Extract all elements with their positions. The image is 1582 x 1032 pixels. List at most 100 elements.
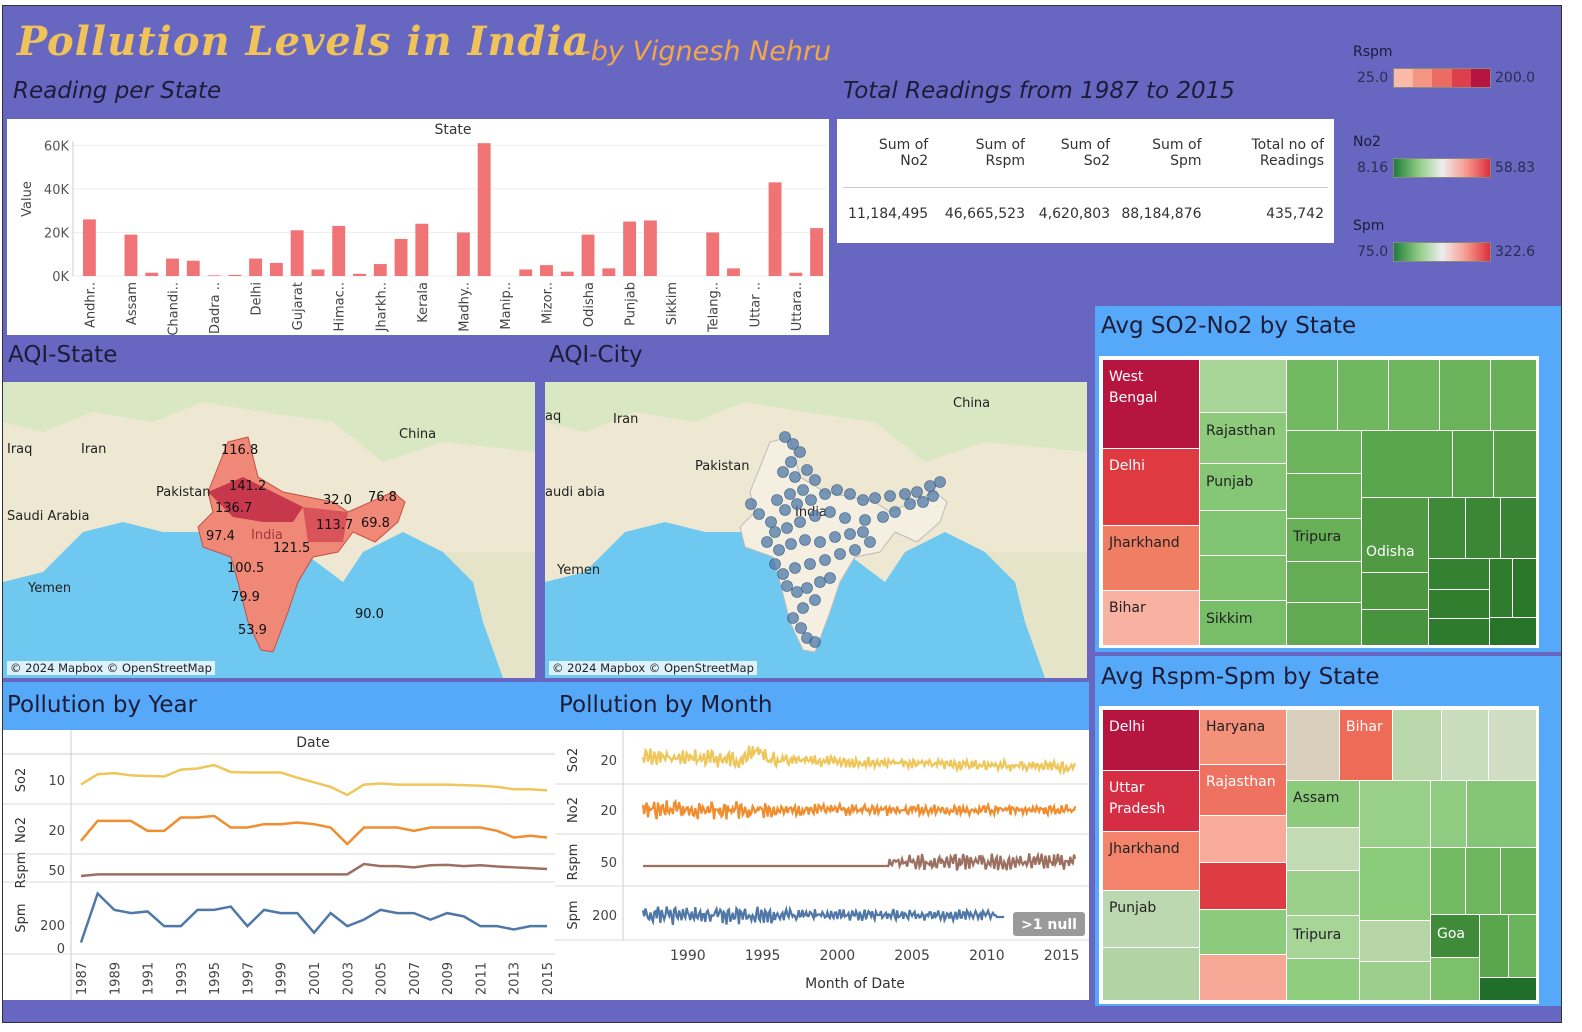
treemap-cell-delhi[interactable]: Delhi bbox=[1103, 449, 1199, 525]
treemap-cell[interactable] bbox=[1494, 431, 1536, 497]
treemap-cell-punjab[interactable]: Punjab bbox=[1103, 891, 1199, 947]
city-point bbox=[799, 534, 811, 546]
treemap-cell[interactable] bbox=[1362, 573, 1428, 609]
treemap-cell-tripura[interactable]: Tripura bbox=[1287, 916, 1359, 958]
treemap-cell[interactable] bbox=[1489, 710, 1536, 780]
series-axis-label: Spm bbox=[566, 900, 581, 929]
treemap-cell[interactable] bbox=[1440, 360, 1490, 430]
treemap-cell[interactable] bbox=[1287, 562, 1361, 602]
treemap-cell-punjab[interactable]: Punjab bbox=[1200, 464, 1286, 510]
treemap-cell[interactable] bbox=[1509, 915, 1536, 977]
treemap-label-punjab: Punjab bbox=[1206, 474, 1254, 490]
treemap-cell[interactable] bbox=[1103, 948, 1199, 1000]
treemap-cell[interactable] bbox=[1431, 781, 1466, 847]
series-line bbox=[80, 814, 548, 846]
treemap-cell[interactable] bbox=[1287, 603, 1361, 645]
treemap-cell[interactable] bbox=[1429, 498, 1465, 558]
bar bbox=[706, 232, 720, 276]
treemap-cell[interactable] bbox=[1490, 618, 1536, 645]
null-indicator-text: >1 null bbox=[1021, 917, 1077, 933]
treemap-cell[interactable] bbox=[1431, 958, 1479, 1000]
treemap-cell-haryana[interactable]: Haryana bbox=[1200, 710, 1286, 764]
legend-spm-title: Spm bbox=[1353, 218, 1385, 234]
aqi-state-heading: AQI-State bbox=[8, 342, 118, 368]
treemap-cell[interactable] bbox=[1360, 962, 1430, 1000]
treemap-cell-bihar[interactable]: Bihar bbox=[1340, 710, 1392, 780]
treemap-cell[interactable] bbox=[1200, 556, 1286, 600]
treemap-cell[interactable] bbox=[1362, 431, 1452, 497]
southeast-asia-land bbox=[985, 552, 1087, 678]
treemap-cell[interactable] bbox=[1200, 910, 1286, 954]
state-value-12: 90.0 bbox=[355, 607, 384, 622]
treemap-cell-tripura[interactable]: Tripura bbox=[1287, 519, 1361, 561]
treemap-cell[interactable] bbox=[1360, 921, 1430, 961]
bar bbox=[727, 268, 740, 276]
treemap-cell[interactable] bbox=[1200, 816, 1286, 862]
kpi-table-panel: Sum of No2 Sum of Rspm Sum of So2 Sum of… bbox=[837, 119, 1334, 243]
dashboard-title: Pollution Levels in India bbox=[17, 18, 590, 65]
city-point bbox=[824, 506, 836, 518]
treemap-cell[interactable] bbox=[1466, 498, 1500, 558]
city-point bbox=[917, 496, 929, 508]
treemap-cell[interactable] bbox=[1287, 710, 1339, 780]
treemap-cell[interactable] bbox=[1360, 848, 1430, 920]
treemap-cell-goa[interactable]: Goa bbox=[1431, 915, 1479, 957]
southeast-asia-land bbox=[443, 552, 535, 678]
treemap-cell[interactable] bbox=[1480, 915, 1508, 977]
treemap-cell[interactable] bbox=[1393, 710, 1441, 780]
treemap-cell-odisha[interactable]: Odisha bbox=[1362, 498, 1428, 572]
treemap-cell[interactable] bbox=[1431, 848, 1465, 914]
treemap-cell[interactable] bbox=[1453, 431, 1493, 497]
bar bbox=[311, 269, 325, 276]
treemap-cell[interactable] bbox=[1513, 559, 1536, 617]
kpi-value-total: 435,742 bbox=[1266, 205, 1324, 222]
treemap-cell[interactable] bbox=[1287, 360, 1337, 430]
city-point bbox=[791, 586, 803, 598]
treemap-cell-bihar[interactable]: Bihar bbox=[1103, 591, 1199, 645]
treemap-cell[interactable] bbox=[1429, 619, 1489, 645]
treemap-cell[interactable] bbox=[1200, 511, 1286, 555]
treemap-cell[interactable] bbox=[1501, 848, 1536, 914]
treemap-label-assam: Assam bbox=[1293, 790, 1340, 806]
treemap-cell[interactable] bbox=[1200, 863, 1286, 909]
treemap-cell[interactable] bbox=[1467, 781, 1536, 847]
treemap-cell-rajasthan[interactable]: Rajasthan bbox=[1200, 413, 1286, 463]
treemap-cell[interactable] bbox=[1490, 559, 1512, 617]
treemap-cell[interactable] bbox=[1466, 848, 1500, 914]
treemap-cell-assam[interactable]: Assam bbox=[1287, 781, 1359, 827]
aqi-state-map[interactable]: Iraq Iran China Pakistan Saudi Arabia Ye… bbox=[3, 382, 535, 678]
treemap-cell[interactable] bbox=[1287, 828, 1359, 870]
treemap-cell[interactable] bbox=[1287, 959, 1359, 1000]
treemap-cell-rajasthan[interactable]: Rajasthan bbox=[1200, 765, 1286, 815]
treemap-cell[interactable] bbox=[1200, 360, 1286, 412]
treemap-cell[interactable] bbox=[1501, 498, 1536, 558]
treemap-cell[interactable] bbox=[1360, 781, 1430, 847]
bar bbox=[519, 269, 533, 276]
year-header-bar: Pollution by Year bbox=[3, 682, 555, 730]
treemap-cell[interactable] bbox=[1200, 955, 1286, 1000]
treemap-cell[interactable] bbox=[1491, 360, 1536, 430]
treemap-cell[interactable] bbox=[1287, 431, 1361, 473]
treemap-cell-delhi[interactable]: Delhi bbox=[1103, 710, 1199, 770]
aqi-city-map[interactable]: aq Iran China Pakistan audi abia Yemen I… bbox=[545, 382, 1087, 678]
treemap-cell[interactable] bbox=[1442, 710, 1488, 780]
treemap-cell[interactable] bbox=[1338, 360, 1388, 430]
legend-rspm-min: 25.0 bbox=[1357, 70, 1389, 86]
treemap-cell-jharkhand[interactable]: Jharkhand bbox=[1103, 526, 1199, 590]
treemap-cell-jharkhand[interactable]: Jharkhand bbox=[1103, 832, 1199, 890]
treemap-cell[interactable] bbox=[1287, 871, 1359, 915]
treemap-cell[interactable] bbox=[1480, 978, 1536, 1000]
treemap-cell-uttar-pradesh[interactable]: Uttar Pradesh bbox=[1103, 771, 1199, 831]
treemap-cell[interactable] bbox=[1429, 559, 1489, 589]
x-tick-label: 2015 bbox=[541, 962, 555, 995]
map-label-pakistan: Pakistan bbox=[156, 485, 210, 500]
treemap-cell[interactable] bbox=[1287, 474, 1361, 518]
series-line bbox=[641, 798, 1077, 820]
treemap-cell[interactable] bbox=[1389, 360, 1439, 430]
kpi-header-no2: Sum of No2 bbox=[843, 119, 933, 188]
treemap-cell-sikkim[interactable]: Sikkim bbox=[1200, 601, 1286, 645]
y-tick-label: 10 bbox=[48, 774, 65, 789]
treemap-cell-west-bengal[interactable]: West Bengal bbox=[1103, 360, 1199, 448]
treemap-cell[interactable] bbox=[1429, 590, 1489, 618]
treemap-cell[interactable] bbox=[1362, 610, 1428, 645]
